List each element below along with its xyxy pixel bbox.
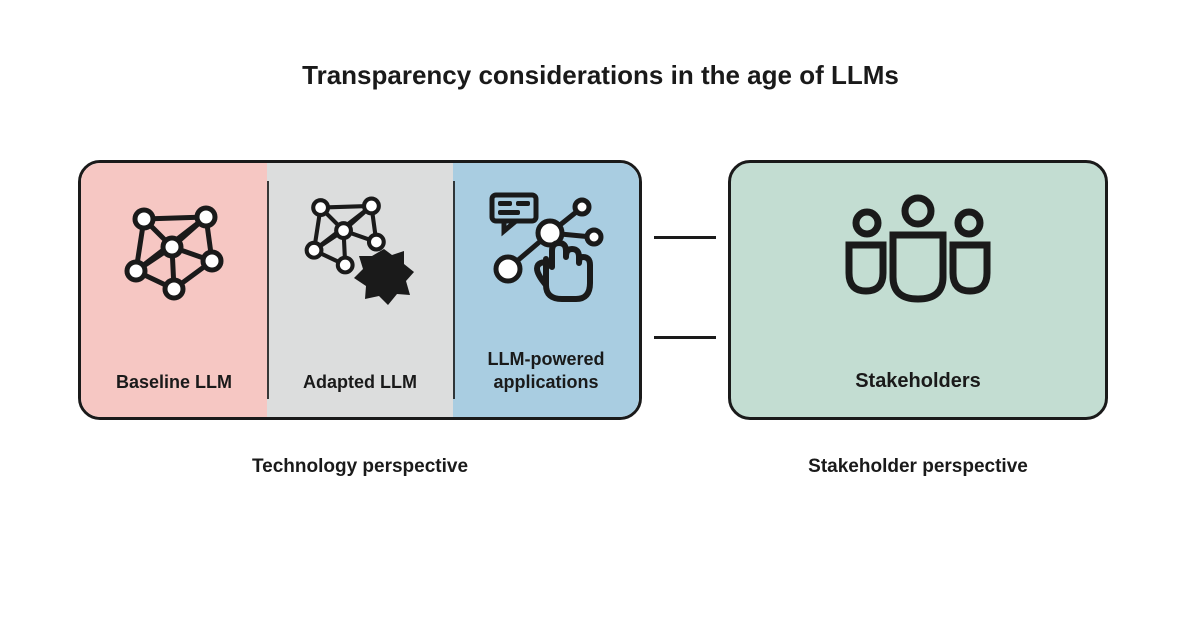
panel-separator: [453, 181, 455, 399]
panel-label: Baseline LLM: [90, 371, 257, 394]
stakeholder-box: Stakeholders: [728, 160, 1108, 420]
network-gear-icon: [300, 189, 420, 309]
panel-baseline-llm: Baseline LLM: [81, 163, 267, 417]
network-icon: [114, 189, 234, 309]
panel-label: LLM-powered applications: [462, 348, 629, 393]
panel-separator: [267, 181, 269, 399]
caption-stakeholder: Stakeholder perspective: [728, 456, 1108, 478]
diagram-title: Transparency considerations in the age o…: [0, 60, 1201, 91]
panel-label: Adapted LLM: [276, 371, 443, 394]
caption-technology: Technology perspective: [78, 456, 642, 478]
panel-adapted-llm: Adapted LLM: [267, 163, 453, 417]
connector-line: [654, 336, 716, 339]
app-interact-icon: [486, 189, 606, 309]
panel-llm-applications: LLM-powered applications: [453, 163, 639, 417]
diagram-stage: Baseline LLM: [78, 160, 1108, 420]
connector-line: [654, 236, 716, 239]
stakeholder-label: Stakeholders: [855, 370, 981, 393]
people-icon: [833, 191, 1003, 311]
technology-box: Baseline LLM: [78, 160, 642, 420]
connector-lines: [642, 160, 728, 420]
